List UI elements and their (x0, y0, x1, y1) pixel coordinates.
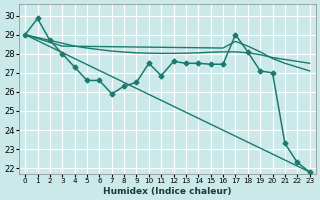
X-axis label: Humidex (Indice chaleur): Humidex (Indice chaleur) (103, 187, 232, 196)
